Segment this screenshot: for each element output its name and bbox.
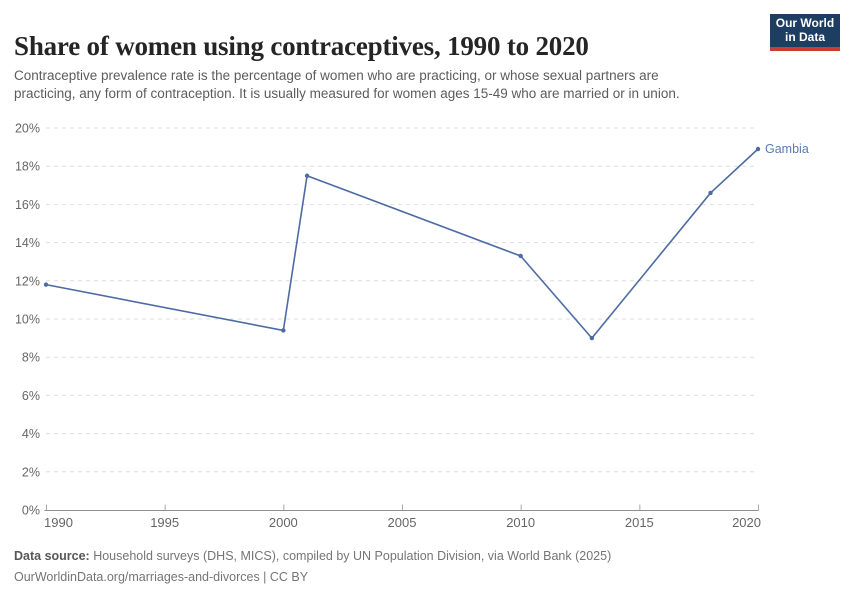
series-end-label[interactable]: Gambia	[765, 142, 809, 156]
data-point-marker[interactable]	[304, 173, 310, 178]
y-tick-label: 16%	[15, 198, 40, 212]
x-tick-label: 1990	[44, 515, 73, 530]
x-tick-label: 2010	[506, 515, 535, 530]
chart-footer: Data source: Household surveys (DHS, MIC…	[14, 546, 834, 588]
data-point-marker[interactable]	[281, 328, 286, 333]
chart-subtitle: Contraceptive prevalence rate is the per…	[14, 67, 680, 101]
y-tick-label: 2%	[22, 465, 40, 479]
data-source-line: Data source: Household surveys (DHS, MIC…	[14, 546, 834, 567]
owid-logo-line1: Our World	[775, 16, 835, 30]
x-tick-label: 2000	[269, 515, 298, 530]
y-tick-label: 10%	[15, 313, 40, 327]
data-point-marker[interactable]	[518, 253, 523, 259]
data-source-label: Data source:	[14, 549, 90, 563]
data-point-marker[interactable]	[708, 190, 713, 196]
y-tick-label: 6%	[22, 389, 40, 403]
x-tick-label: 2015	[625, 515, 654, 530]
y-tick-label: 4%	[22, 427, 40, 441]
x-tick-label: 2005	[388, 515, 417, 530]
owid-logo[interactable]: Our World in Data	[770, 14, 840, 51]
y-tick-label: 14%	[15, 236, 40, 250]
owid-logo-line2: in Data	[784, 29, 825, 44]
data-point-marker[interactable]	[43, 282, 49, 287]
y-tick-label: 0%	[22, 504, 40, 518]
footer-link[interactable]: OurWorldinData.org/marriages-and-divorce…	[14, 570, 309, 584]
data-point-marker[interactable]	[755, 146, 761, 152]
data-source-text: Household surveys (DHS, MICS), compiled …	[89, 549, 612, 563]
data-point-marker[interactable]	[589, 335, 595, 341]
y-tick-label: 18%	[15, 160, 40, 174]
trend-line	[45, 148, 759, 339]
page-title: Share of women using contraceptives, 199…	[14, 31, 589, 62]
x-tick-label: 2020	[732, 515, 761, 530]
y-tick-label: 20%	[15, 122, 40, 136]
x-tick-label: 1995	[150, 515, 179, 530]
y-tick-label: 12%	[15, 274, 40, 288]
y-tick-label: 8%	[22, 351, 40, 365]
